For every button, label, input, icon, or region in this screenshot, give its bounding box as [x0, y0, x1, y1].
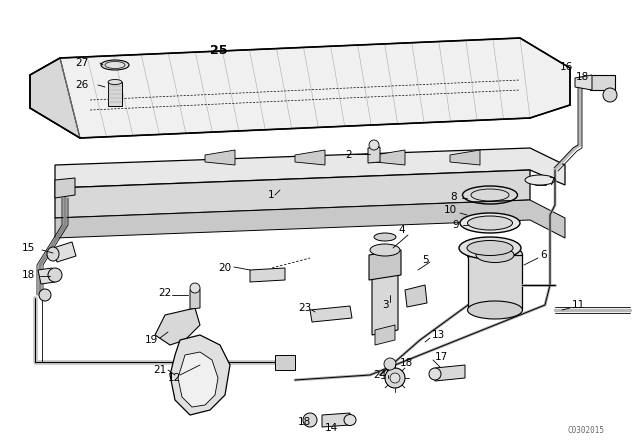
Polygon shape [295, 150, 325, 165]
Polygon shape [108, 82, 122, 106]
Text: 8: 8 [450, 192, 456, 202]
Text: 16: 16 [560, 62, 573, 72]
Text: 23: 23 [298, 303, 311, 313]
Text: 3: 3 [382, 300, 388, 310]
Circle shape [384, 358, 396, 370]
Ellipse shape [108, 79, 122, 85]
Ellipse shape [467, 216, 513, 230]
Ellipse shape [467, 244, 522, 266]
Polygon shape [322, 413, 350, 427]
Text: 6: 6 [540, 250, 547, 260]
Text: 10: 10 [444, 205, 457, 215]
Polygon shape [170, 335, 230, 415]
Polygon shape [55, 200, 565, 238]
Circle shape [390, 373, 400, 383]
Polygon shape [368, 147, 380, 163]
Text: 12: 12 [168, 373, 181, 383]
Text: 24: 24 [373, 370, 387, 380]
Polygon shape [55, 178, 75, 198]
Text: 15: 15 [22, 243, 35, 253]
Circle shape [303, 413, 317, 427]
Polygon shape [155, 308, 200, 345]
Ellipse shape [467, 241, 513, 255]
Polygon shape [375, 325, 395, 345]
Polygon shape [405, 285, 427, 307]
Circle shape [48, 268, 62, 282]
Polygon shape [435, 365, 465, 381]
Polygon shape [53, 242, 76, 262]
Circle shape [385, 368, 405, 388]
Ellipse shape [467, 301, 522, 319]
Polygon shape [275, 355, 295, 370]
Ellipse shape [525, 175, 555, 185]
Text: C0302015: C0302015 [568, 426, 605, 435]
Polygon shape [55, 148, 565, 188]
Text: 20: 20 [218, 263, 231, 273]
Polygon shape [372, 270, 398, 335]
Ellipse shape [370, 244, 400, 256]
Text: 18: 18 [22, 270, 35, 280]
Polygon shape [250, 268, 285, 282]
Polygon shape [369, 250, 401, 280]
Ellipse shape [460, 213, 520, 233]
Text: 26: 26 [75, 80, 88, 90]
Text: 7: 7 [548, 177, 555, 187]
Circle shape [39, 289, 51, 301]
Text: 22: 22 [158, 288, 172, 298]
Text: 18: 18 [400, 358, 413, 368]
Text: 19: 19 [145, 335, 158, 345]
Text: 5: 5 [422, 255, 429, 265]
Text: 9: 9 [452, 220, 459, 230]
Text: 18: 18 [576, 72, 589, 82]
Text: 13: 13 [432, 330, 445, 340]
Polygon shape [205, 150, 235, 165]
Polygon shape [375, 150, 405, 165]
Polygon shape [310, 306, 352, 322]
Text: 11: 11 [572, 300, 585, 310]
Polygon shape [178, 352, 218, 407]
Text: 21: 21 [153, 365, 166, 375]
Polygon shape [575, 75, 592, 90]
Text: 27: 27 [75, 58, 88, 68]
Polygon shape [30, 38, 570, 138]
Ellipse shape [101, 60, 129, 70]
Polygon shape [55, 170, 530, 218]
Ellipse shape [374, 233, 396, 241]
Ellipse shape [429, 368, 441, 380]
Text: 14: 14 [325, 423, 339, 433]
Text: 25: 25 [210, 43, 227, 56]
Ellipse shape [344, 414, 356, 426]
Ellipse shape [459, 237, 521, 259]
Polygon shape [468, 255, 522, 310]
Polygon shape [190, 289, 200, 309]
Polygon shape [590, 75, 615, 90]
Circle shape [603, 88, 617, 102]
Polygon shape [38, 268, 55, 284]
Text: 2: 2 [345, 150, 351, 160]
Polygon shape [30, 58, 80, 138]
Text: 1: 1 [268, 190, 275, 200]
Text: 17: 17 [435, 352, 448, 362]
Ellipse shape [47, 247, 59, 261]
Ellipse shape [476, 247, 514, 263]
Circle shape [369, 140, 379, 150]
Text: 18: 18 [298, 417, 311, 427]
Text: 4: 4 [398, 225, 404, 235]
Circle shape [190, 283, 200, 293]
Polygon shape [450, 150, 480, 165]
